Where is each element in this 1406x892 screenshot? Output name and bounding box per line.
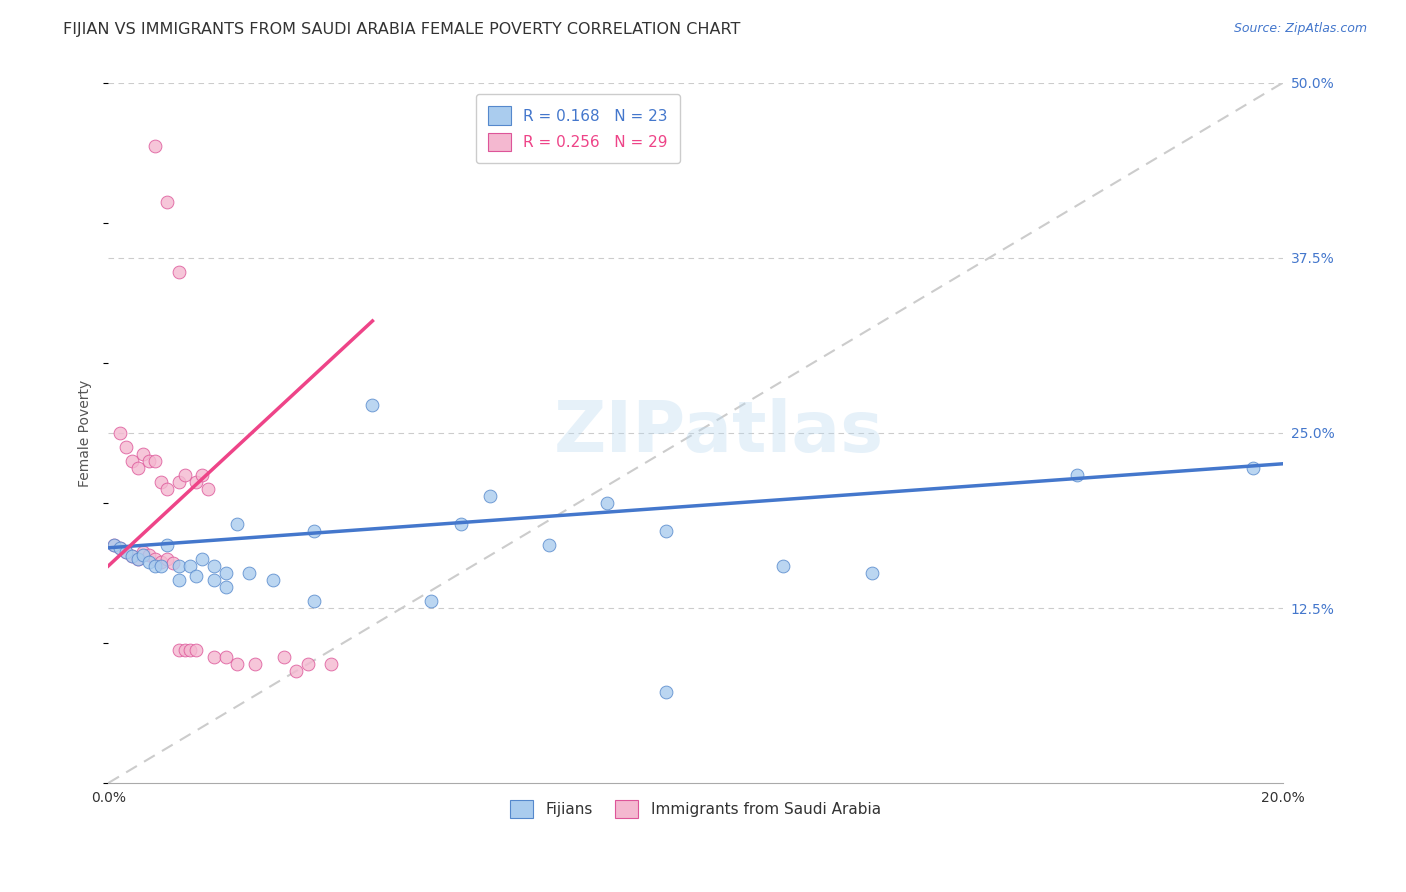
Point	[138, 555, 160, 569]
Point	[173, 468, 195, 483]
Point	[215, 566, 238, 580]
Text: Source: ZipAtlas.com: Source: ZipAtlas.com	[1233, 22, 1367, 36]
Point	[202, 559, 225, 574]
Point	[156, 482, 179, 496]
Point	[167, 573, 190, 587]
Point	[478, 489, 501, 503]
Point	[215, 650, 238, 665]
Point	[186, 475, 208, 489]
Point	[238, 566, 260, 580]
Point	[655, 685, 678, 699]
Point	[537, 538, 560, 552]
Point	[167, 559, 190, 574]
Point	[215, 580, 238, 594]
Point	[179, 643, 201, 657]
Point	[1241, 461, 1264, 475]
Point	[156, 538, 179, 552]
Point	[156, 552, 179, 566]
Point	[197, 482, 219, 496]
Point	[302, 594, 325, 608]
Point	[772, 559, 794, 574]
Point	[127, 552, 149, 566]
Point	[321, 657, 343, 671]
Point	[143, 559, 166, 574]
Point	[1066, 468, 1088, 483]
Point	[121, 549, 143, 564]
Point	[162, 556, 184, 570]
Point	[302, 524, 325, 538]
Legend: Fijians, Immigrants from Saudi Arabia: Fijians, Immigrants from Saudi Arabia	[503, 794, 887, 824]
Text: ZIPatlas: ZIPatlas	[554, 399, 884, 467]
Point	[191, 552, 214, 566]
Point	[121, 549, 143, 564]
Point	[596, 496, 619, 510]
Point	[115, 545, 138, 559]
Point	[179, 559, 201, 574]
Point	[297, 657, 319, 671]
Point	[273, 650, 295, 665]
Point	[127, 461, 149, 475]
Point	[191, 468, 214, 483]
Point	[108, 425, 131, 440]
Point	[262, 573, 284, 587]
Point	[361, 398, 384, 412]
Point	[103, 538, 125, 552]
Point	[243, 657, 266, 671]
Point	[226, 516, 249, 531]
Point	[655, 524, 678, 538]
Point	[226, 657, 249, 671]
Point	[127, 552, 149, 566]
Point	[186, 569, 208, 583]
Point	[132, 447, 155, 461]
Point	[143, 454, 166, 468]
Point	[143, 552, 166, 566]
Point	[860, 566, 883, 580]
Point	[167, 265, 190, 279]
Point	[138, 548, 160, 562]
Point	[138, 454, 160, 468]
Point	[121, 454, 143, 468]
Point	[167, 475, 190, 489]
Point	[420, 594, 443, 608]
Point	[285, 664, 308, 678]
Point	[103, 538, 125, 552]
Point	[108, 541, 131, 555]
Point	[202, 573, 225, 587]
Point	[108, 541, 131, 555]
Point	[150, 555, 173, 569]
Y-axis label: Female Poverty: Female Poverty	[79, 379, 93, 487]
Point	[143, 139, 166, 153]
Point	[186, 643, 208, 657]
Point	[202, 650, 225, 665]
Point	[150, 475, 173, 489]
Point	[132, 548, 155, 562]
Point	[450, 516, 472, 531]
Point	[167, 643, 190, 657]
Point	[115, 545, 138, 559]
Text: FIJIAN VS IMMIGRANTS FROM SAUDI ARABIA FEMALE POVERTY CORRELATION CHART: FIJIAN VS IMMIGRANTS FROM SAUDI ARABIA F…	[63, 22, 741, 37]
Point	[156, 194, 179, 209]
Point	[150, 559, 173, 574]
Point	[132, 545, 155, 559]
Point	[115, 440, 138, 454]
Point	[173, 643, 195, 657]
